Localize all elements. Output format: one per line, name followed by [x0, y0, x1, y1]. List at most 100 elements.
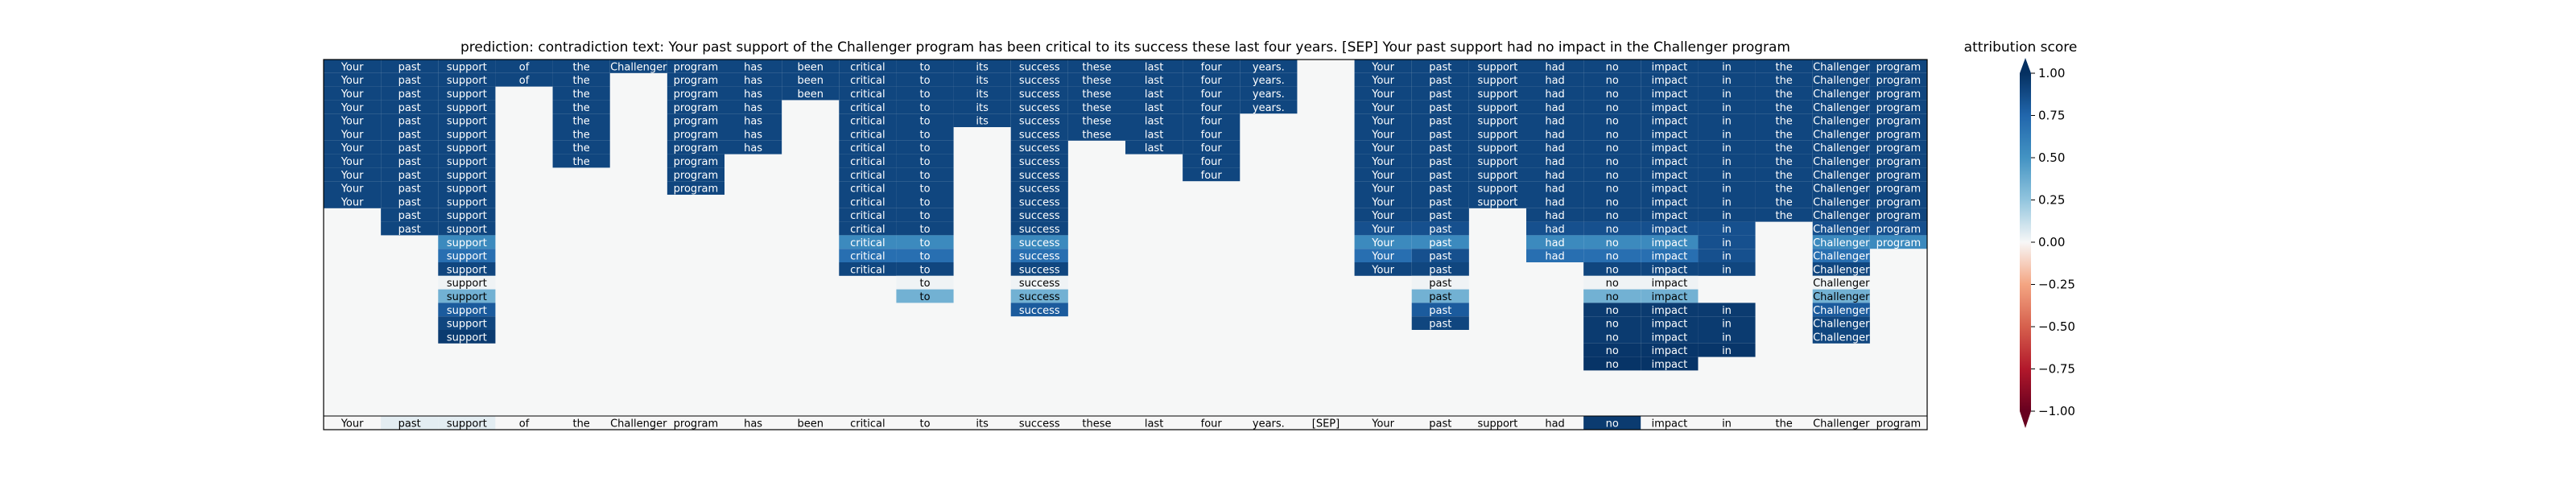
- heatmap-cell: [896, 100, 954, 114]
- heatmap-label: success: [1019, 278, 1060, 290]
- heatmap-cell: [1812, 275, 1870, 290]
- colorbar-tick-label: 0.25: [2038, 193, 2065, 208]
- heatmap-label: critical: [850, 89, 886, 101]
- heatmap-cell: [438, 127, 496, 141]
- colorbar-tick-label: −0.25: [2038, 278, 2075, 292]
- heatmap-label: program: [1876, 75, 1922, 87]
- heatmap-cell: [1698, 330, 1756, 344]
- heatmap-label: Your: [1371, 210, 1394, 222]
- heatmap-label: impact: [1651, 196, 1687, 208]
- heatmap-label: impact: [1651, 210, 1687, 222]
- heatmap-label: Your: [1371, 102, 1394, 114]
- heatmap-label: past: [398, 61, 421, 73]
- heatmap-label: the: [572, 61, 589, 73]
- heatmap-label: critical: [850, 251, 886, 263]
- heatmap-label: has: [744, 75, 762, 87]
- heatmap-cell: [1010, 72, 1068, 87]
- attribution-cell: [1297, 416, 1355, 430]
- heatmap-label: to: [919, 224, 930, 236]
- heatmap-cell: [1468, 167, 1526, 182]
- heatmap-cell: [1583, 330, 1641, 344]
- heatmap-cell: [1468, 195, 1526, 208]
- heatmap-cell: [1698, 181, 1756, 195]
- heatmap-label: impact: [1651, 89, 1687, 101]
- heatmap-label: the: [572, 89, 589, 101]
- heatmap-label: Challenger: [1813, 142, 1870, 154]
- heatmap-cell: [1869, 235, 1927, 249]
- heatmap-cell: [609, 60, 667, 73]
- heatmap-cell: [839, 127, 897, 141]
- heatmap-label: years.: [1253, 89, 1285, 101]
- heatmap-cell: [438, 316, 496, 330]
- heatmap-label: has: [744, 61, 762, 73]
- heatmap-cell: [1812, 289, 1870, 303]
- colorbar-tick-label: −0.75: [2038, 362, 2075, 377]
- heatmap-label: program: [1876, 196, 1922, 208]
- heatmap-label: critical: [850, 156, 886, 168]
- heatmap-label: in: [1722, 224, 1732, 236]
- heatmap-cell: [1411, 195, 1469, 208]
- heatmap-label: Your: [341, 116, 364, 128]
- heatmap-label: the: [1775, 116, 1792, 128]
- heatmap-cell: [552, 86, 610, 101]
- heatmap-cell: [1411, 60, 1469, 73]
- heatmap-cell: [1698, 262, 1756, 276]
- heatmap-label: no: [1606, 156, 1619, 168]
- heatmap-cell: [324, 86, 382, 101]
- heatmap-label: Your: [1371, 224, 1394, 236]
- heatmap-cell: [1067, 72, 1125, 87]
- heatmap-label: support: [447, 129, 487, 141]
- heatmap-label: past: [1429, 116, 1451, 128]
- heatmap-label: no: [1606, 75, 1619, 87]
- heatmap-cell: [324, 140, 382, 154]
- colorbar-tick-label: −1.00: [2038, 404, 2075, 418]
- heatmap-label: had: [1545, 102, 1564, 114]
- attribution-cell: [1411, 416, 1469, 430]
- heatmap-cell: [1125, 60, 1183, 73]
- heatmap-label: past: [398, 142, 421, 154]
- heatmap-label: support: [1477, 61, 1517, 73]
- heatmap-cell: [896, 154, 954, 168]
- colorbar-top-arrow: [2020, 58, 2031, 73]
- heatmap-cell: [324, 127, 382, 141]
- heatmap-label: to: [919, 237, 930, 249]
- heatmap-cell: [1641, 275, 1699, 290]
- heatmap-cell: [1411, 303, 1469, 317]
- heatmap-label: success: [1019, 116, 1060, 128]
- heatmap-label: support: [447, 183, 487, 196]
- heatmap-cell: [495, 72, 553, 87]
- heatmap-cell: [552, 127, 610, 141]
- heatmap-cell: [1411, 289, 1469, 303]
- heatmap-label: its: [976, 61, 989, 73]
- heatmap-label: past: [398, 170, 421, 182]
- heatmap-cell: [1183, 127, 1241, 141]
- attribution-cell: [1583, 416, 1641, 430]
- heatmap-cell: [381, 60, 439, 73]
- heatmap-cell: [724, 86, 782, 101]
- attribution-label: impact: [1651, 418, 1687, 430]
- heatmap-label: support: [447, 278, 487, 290]
- heatmap-label: Challenger: [1813, 251, 1870, 263]
- heatmap-label: last: [1145, 61, 1163, 73]
- heatmap-cell: [1755, 140, 1813, 154]
- heatmap-label: critical: [850, 183, 886, 196]
- heatmap-cell: [381, 113, 439, 127]
- heatmap-label: support: [1477, 116, 1517, 128]
- heatmap-cell: [667, 127, 724, 141]
- heatmap-cell: [1641, 330, 1699, 344]
- heatmap-label: critical: [850, 129, 886, 141]
- heatmap-label: Challenger: [1813, 278, 1870, 290]
- heatmap-label: in: [1722, 251, 1732, 263]
- attribution-label: support: [447, 418, 487, 430]
- heatmap-label: has: [744, 129, 762, 141]
- heatmap-label: Challenger: [1813, 224, 1870, 236]
- heatmap-cell: [1641, 208, 1699, 222]
- heatmap-cell: [1755, 181, 1813, 195]
- attribution-cell: [495, 416, 553, 430]
- heatmap-label: past: [398, 210, 421, 222]
- heatmap-cell: [1869, 221, 1927, 236]
- heatmap-cell: [1641, 181, 1699, 195]
- heatmap-cell: [438, 208, 496, 222]
- heatmap-cell: [724, 60, 782, 73]
